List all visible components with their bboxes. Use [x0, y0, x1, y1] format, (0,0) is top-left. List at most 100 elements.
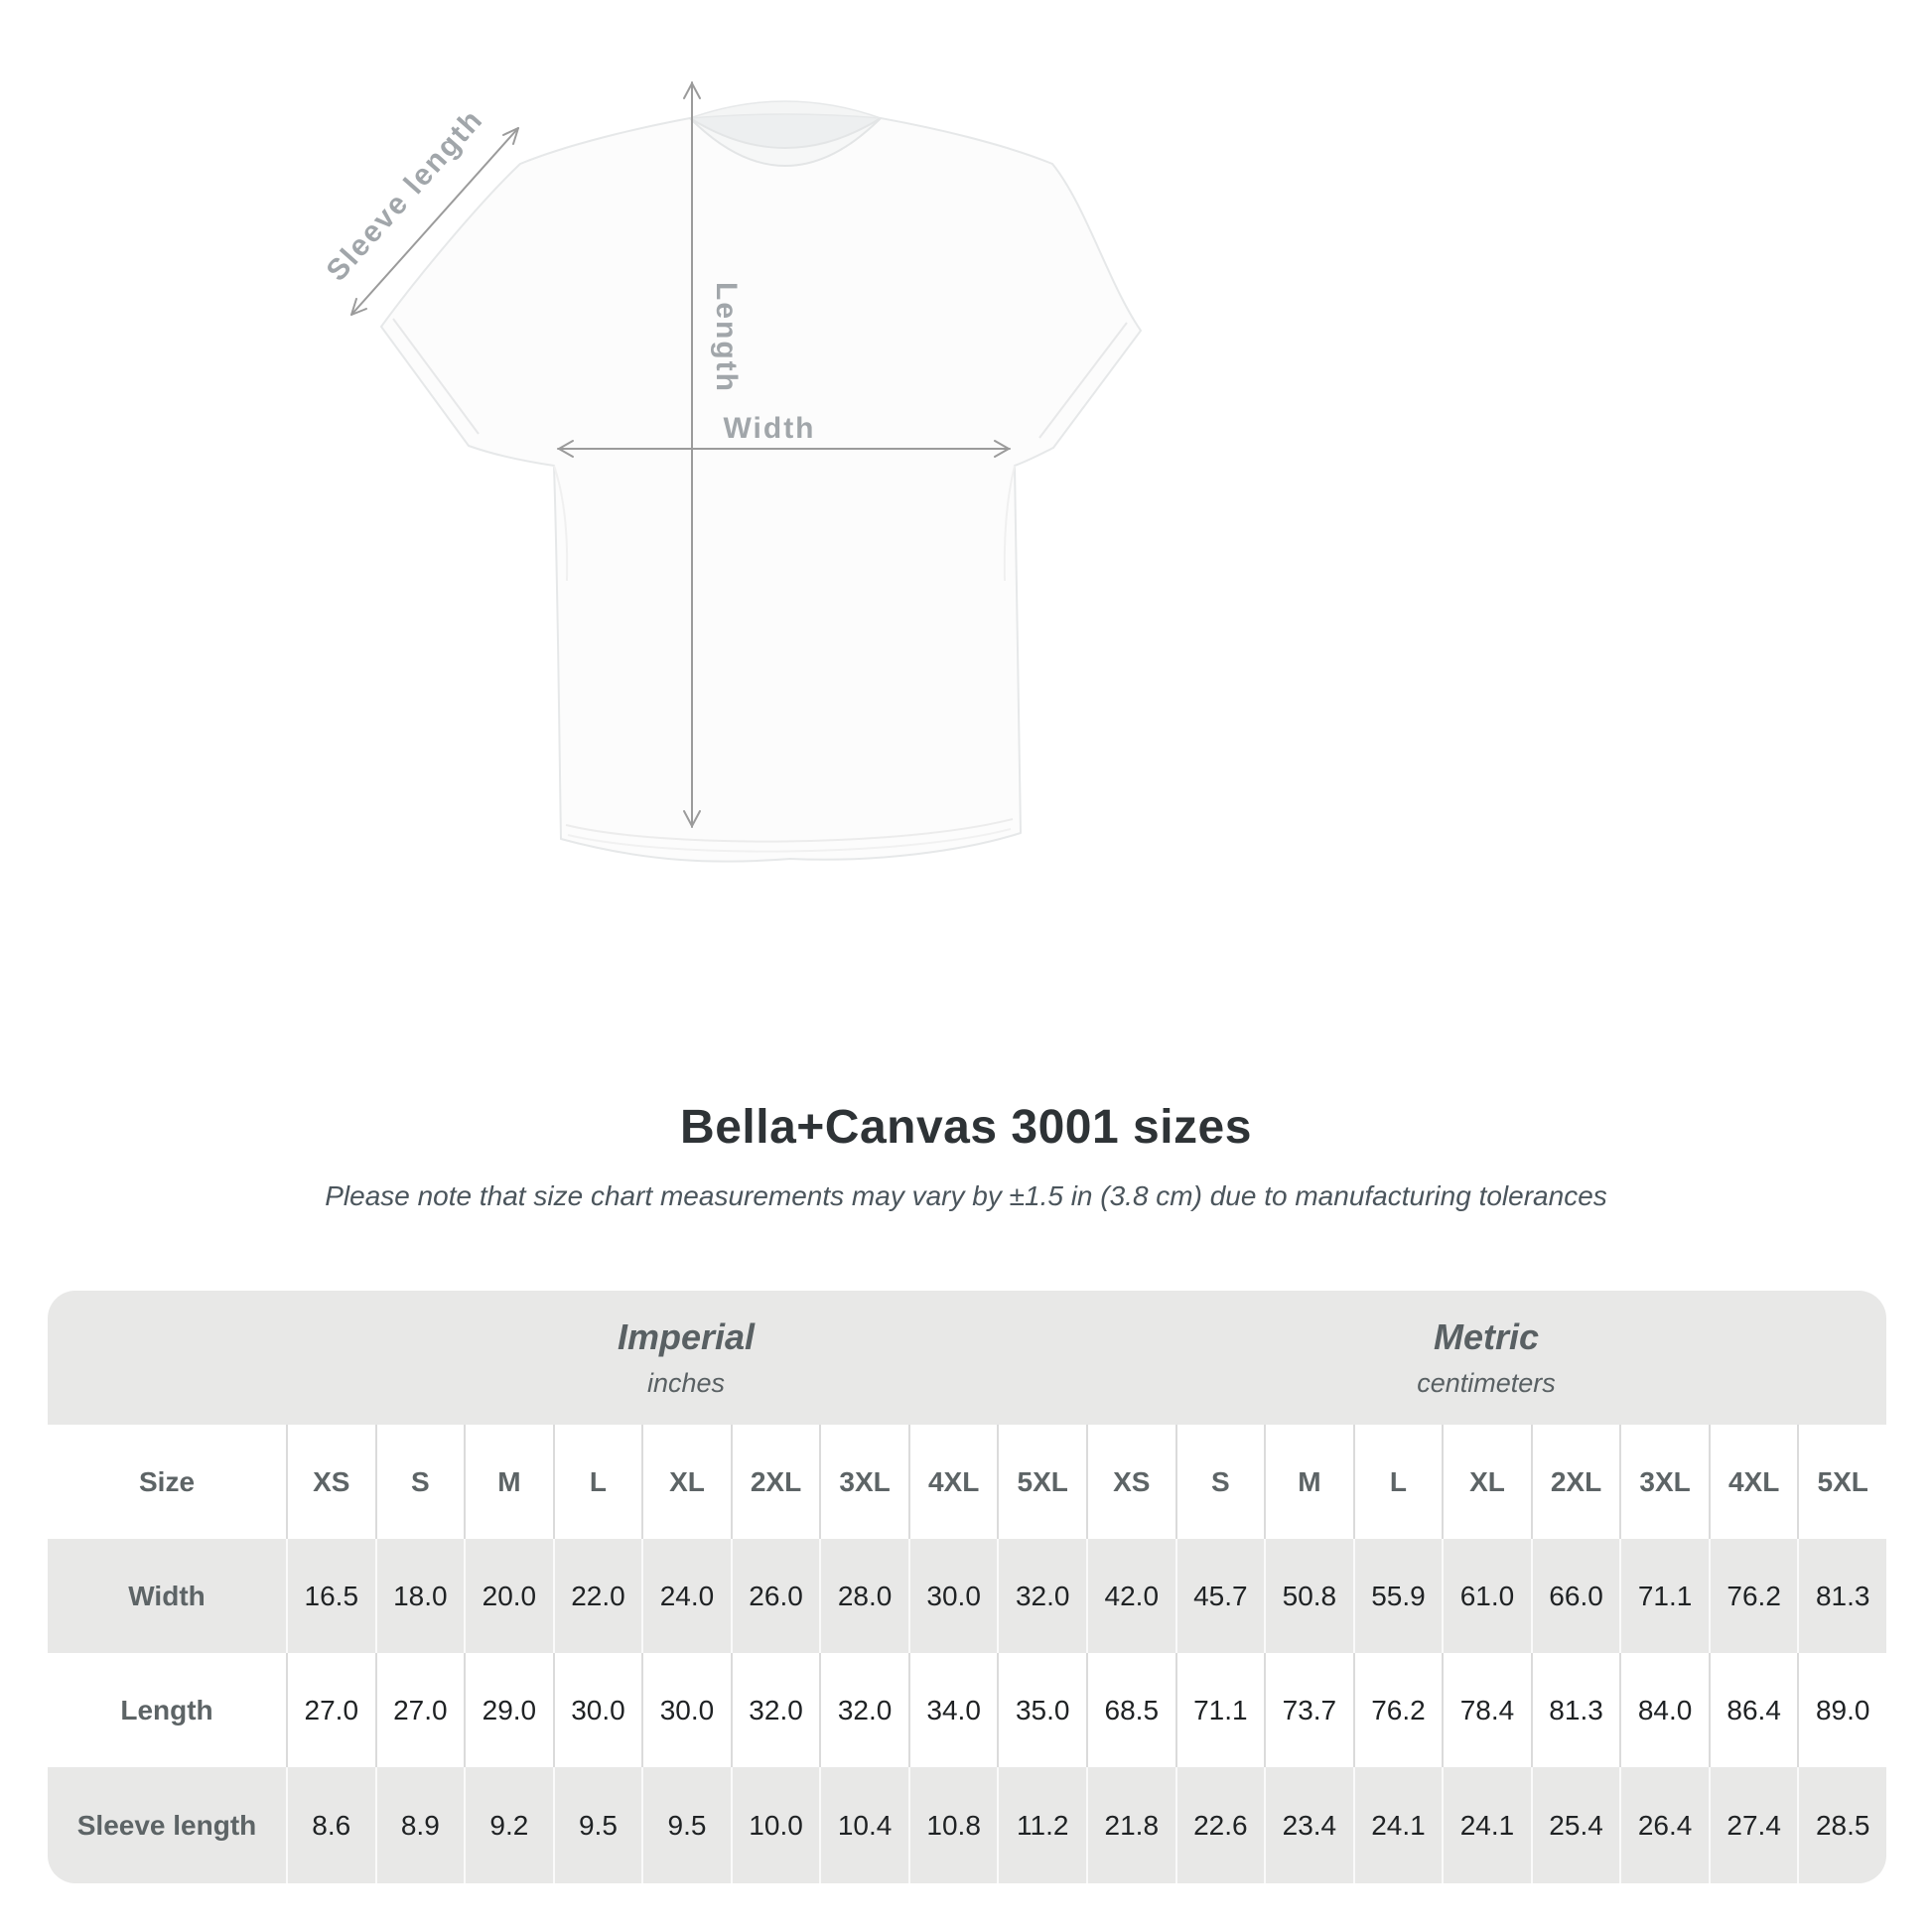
table-cell: 78.4 — [1442, 1653, 1531, 1767]
table-cell: 84.0 — [1619, 1653, 1709, 1767]
size-header: 3XL — [1619, 1425, 1709, 1539]
table-cell: 26.0 — [730, 1539, 820, 1653]
size-header: XS — [1086, 1425, 1175, 1539]
table-cell: 24.0 — [641, 1539, 731, 1653]
table-cell: 24.1 — [1352, 1767, 1443, 1883]
size-header: 2XL — [1530, 1425, 1620, 1539]
size-header: S — [1174, 1425, 1265, 1539]
table-cell: 9.2 — [464, 1767, 553, 1883]
table-cell: 32.0 — [730, 1653, 820, 1767]
size-header: 5XL — [997, 1425, 1086, 1539]
unit-header-spacer — [48, 1291, 286, 1425]
table-cell: 23.4 — [1264, 1767, 1353, 1883]
table-cell: 42.0 — [1086, 1539, 1175, 1653]
table-cell: 27.0 — [374, 1653, 465, 1767]
tolerance-note: Please note that size chart measurements… — [325, 1180, 1607, 1211]
table-cell: 81.3 — [1797, 1539, 1886, 1653]
width-label: Width — [723, 412, 815, 445]
table-cell: 32.0 — [819, 1653, 908, 1767]
table-cell: 10.8 — [907, 1767, 998, 1883]
size-header: 4XL — [1708, 1425, 1798, 1539]
table-cell: 27.0 — [286, 1653, 375, 1767]
size-header: L — [1352, 1425, 1443, 1539]
table-cell: 86.4 — [1708, 1653, 1798, 1767]
table-cell: 50.8 — [1264, 1539, 1353, 1653]
size-header: 4XL — [907, 1425, 998, 1539]
table-cell: 89.0 — [1797, 1653, 1886, 1767]
table-cell: 71.1 — [1174, 1653, 1265, 1767]
table-cell: 55.9 — [1352, 1539, 1443, 1653]
page-title: Bella+Canvas 3001 sizes — [680, 1101, 1252, 1154]
table-cell: 61.0 — [1442, 1539, 1531, 1653]
table-cell: 30.0 — [641, 1653, 731, 1767]
table-cell: 73.7 — [1264, 1653, 1353, 1767]
size-header: L — [552, 1425, 642, 1539]
tshirt-hem-seam-2 — [567, 828, 1012, 853]
length-label: Length — [710, 282, 743, 393]
table-cell: 9.5 — [641, 1767, 731, 1883]
table-cell: 10.0 — [730, 1767, 820, 1883]
tshirt-hem-seam — [565, 818, 1014, 843]
tshirt-measurement-diagram: Sleeve length Length Width — [328, 74, 1162, 889]
row-label: Length — [120, 1694, 213, 1725]
length-arrow — [683, 81, 701, 828]
size-column-label: Size — [138, 1465, 196, 1497]
table-cell: 20.0 — [464, 1539, 553, 1653]
table-cell: 76.2 — [1352, 1653, 1443, 1767]
table-cell: 8.6 — [286, 1767, 375, 1883]
table-cell: 21.8 — [1086, 1767, 1175, 1883]
size-header-row: Size XS S M L XL 2XL 3XL 4XL 5XL XS S M … — [48, 1425, 1886, 1539]
table-cell: 8.9 — [374, 1767, 465, 1883]
table-cell: 16.5 — [286, 1539, 375, 1653]
size-header: 3XL — [819, 1425, 908, 1539]
tshirt-collar-band — [689, 117, 882, 167]
width-row: Width 16.5 18.0 20.0 22.0 24.0 26.0 28.0… — [48, 1539, 1886, 1653]
tshirt-left-cuff-seam — [392, 318, 480, 435]
size-header: S — [374, 1425, 465, 1539]
table-cell: 24.1 — [1442, 1767, 1531, 1883]
table-cell: 76.2 — [1708, 1539, 1798, 1653]
metric-unit: centimeters — [1417, 1368, 1556, 1398]
table-cell: 22.0 — [552, 1539, 642, 1653]
sleeve-length-arrow — [350, 127, 519, 316]
size-header: M — [1264, 1425, 1353, 1539]
metric-title: Metric — [1433, 1316, 1540, 1357]
table-cell: 28.0 — [819, 1539, 908, 1653]
size-header: XS — [286, 1425, 375, 1539]
tshirt-right-cuff-seam — [1038, 322, 1128, 439]
size-header: 5XL — [1797, 1425, 1886, 1539]
size-header: 2XL — [730, 1425, 820, 1539]
length-row: Length 27.0 27.0 29.0 30.0 30.0 32.0 32.… — [48, 1653, 1886, 1767]
unit-header-band: Imperial inches Metric centimeters — [48, 1291, 1886, 1425]
table-cell: 71.1 — [1619, 1539, 1709, 1653]
size-header: M — [464, 1425, 553, 1539]
tshirt-illustration: Sleeve length Length Width — [328, 81, 1142, 863]
table-cell: 10.4 — [819, 1767, 908, 1883]
table-cell: 30.0 — [907, 1539, 998, 1653]
table-cell: 68.5 — [1086, 1653, 1175, 1767]
table-cell: 11.2 — [997, 1767, 1086, 1883]
size-header: XL — [641, 1425, 731, 1539]
table-cell: 34.0 — [907, 1653, 998, 1767]
tshirt-body-path — [380, 117, 1142, 863]
table-cell: 29.0 — [464, 1653, 553, 1767]
tshirt-right-armpit-shadow — [1003, 465, 1016, 582]
table-cell: 81.3 — [1530, 1653, 1620, 1767]
table-cell: 30.0 — [552, 1653, 642, 1767]
table-cell: 25.4 — [1530, 1767, 1620, 1883]
table-cell: 9.5 — [552, 1767, 642, 1883]
metric-header: Metric centimeters — [1086, 1291, 1886, 1425]
row-label: Sleeve length — [76, 1809, 257, 1841]
table-cell: 32.0 — [997, 1539, 1086, 1653]
size-table: Imperial inches Metric centimeters Size … — [48, 1291, 1886, 1883]
table-cell: 27.4 — [1708, 1767, 1798, 1883]
caption-block: Bella+Canvas 3001 sizes Please note that… — [0, 1100, 1932, 1212]
table-cell: 28.5 — [1797, 1767, 1886, 1883]
table-cell: 18.0 — [374, 1539, 465, 1653]
imperial-unit: inches — [646, 1368, 726, 1398]
row-label: Width — [128, 1580, 206, 1611]
imperial-title: Imperial — [617, 1316, 756, 1357]
width-arrow — [557, 440, 1011, 458]
table-cell: 66.0 — [1530, 1539, 1620, 1653]
sleeve-length-row: Sleeve length 8.6 8.9 9.2 9.5 9.5 10.0 1… — [48, 1767, 1886, 1883]
